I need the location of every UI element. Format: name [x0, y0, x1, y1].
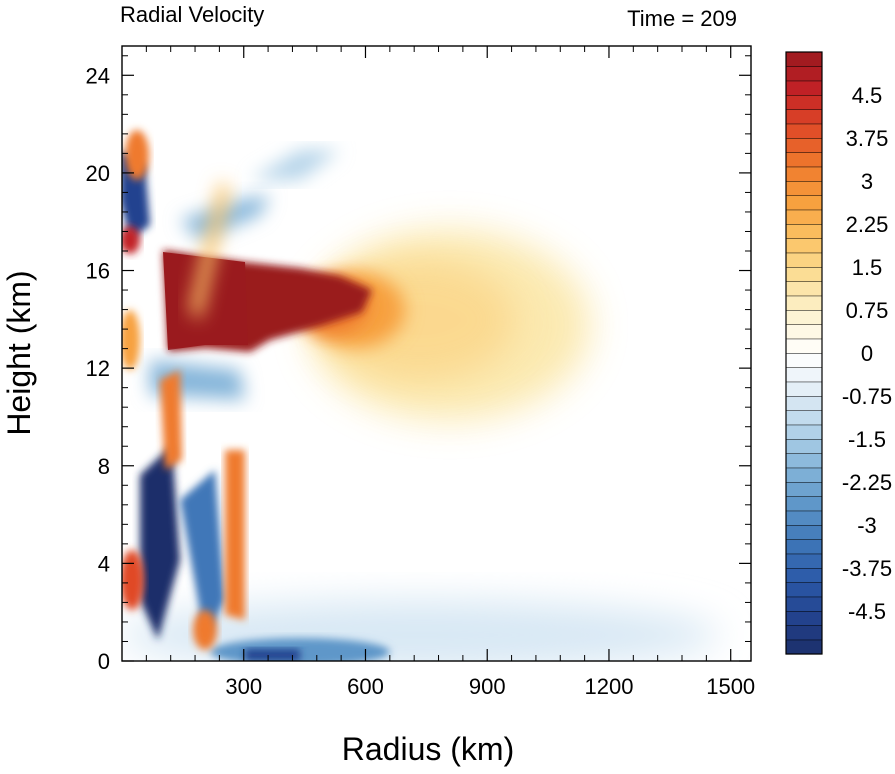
- colorbar-label: -3: [857, 513, 877, 538]
- colorbar-label: 0.75: [846, 298, 889, 323]
- lower-inflow-layer: [122, 600, 720, 661]
- colorbar-swatch: [785, 223, 823, 239]
- colorbar-swatch: [785, 496, 823, 512]
- colorbar-label: 2.25: [846, 212, 889, 237]
- y-tick-label: 4: [98, 551, 110, 576]
- colorbar-swatch: [785, 180, 823, 196]
- colorbar-swatch: [785, 582, 823, 598]
- colorbar-swatch: [785, 367, 823, 383]
- colorbar-swatch: [785, 553, 823, 569]
- strong-inflow-surface: [245, 649, 300, 661]
- colorbar-swatch: [785, 209, 823, 225]
- colorbar-swatch: [785, 281, 823, 297]
- x-tick-label: 900: [469, 674, 506, 699]
- inflow-band: [180, 470, 225, 640]
- y-tick-label: 16: [86, 259, 110, 284]
- inflow-band: [180, 195, 270, 240]
- colorbar-swatch: [785, 424, 823, 440]
- colorbar-swatch: [785, 309, 823, 325]
- outflow-band: [160, 370, 182, 470]
- colorbar-swatch: [785, 625, 823, 641]
- colorbar-swatch: [785, 453, 823, 469]
- colorbar-label: -4.5: [848, 599, 886, 624]
- colorbar-swatch: [785, 295, 823, 311]
- colorbar-swatch: [785, 152, 823, 168]
- colorbar-swatch: [785, 66, 823, 82]
- plot-border: [121, 45, 752, 662]
- outflow-band: [125, 130, 149, 180]
- colorbar: [785, 51, 823, 655]
- outflow-band: [122, 226, 140, 254]
- colorbar-swatch: [785, 51, 823, 67]
- outflow-band: [225, 450, 245, 620]
- colorbar-swatch: [785, 524, 823, 540]
- colorbar-swatch: [785, 410, 823, 426]
- x-tick-label: 600: [347, 674, 384, 699]
- y-axis-label: Height (km): [1, 270, 37, 435]
- outflow-band: [193, 610, 217, 650]
- outflow-band: [122, 310, 140, 370]
- heatmap-field: [122, 130, 720, 661]
- colorbar-swatch: [785, 510, 823, 526]
- colorbar-swatch: [785, 252, 823, 268]
- outflow-band: [122, 550, 144, 610]
- colorbar-label: 3.75: [846, 126, 889, 151]
- upper-outflow-layer: [163, 230, 590, 420]
- colorbar-swatch: [785, 109, 823, 125]
- colorbar-label: -1.5: [848, 427, 886, 452]
- y-tick-label: 20: [86, 161, 110, 186]
- y-tick-label: 24: [86, 63, 110, 88]
- colorbar-swatch: [785, 539, 823, 555]
- colorbar-label: 0: [861, 341, 873, 366]
- colorbar-swatch: [785, 467, 823, 483]
- colorbar-border: [785, 51, 823, 655]
- chart-title-left: Radial Velocity: [120, 2, 264, 27]
- colorbar-label: 1.5: [852, 255, 883, 280]
- axis-ticks: [122, 46, 751, 662]
- colorbar-swatch: [785, 266, 823, 282]
- x-tick-label: 300: [225, 674, 262, 699]
- x-tick-label: 1500: [706, 674, 755, 699]
- colorbar-swatch: [785, 80, 823, 96]
- colorbar-swatch: [785, 352, 823, 368]
- colorbar-swatch: [785, 438, 823, 454]
- colorbar-labels: 4.5 3.75 3 2.25 1.5 0.75 0 -0.75 -1.5 -2.25 -3 -3.7…: [842, 83, 892, 624]
- y-tick-label: 0: [98, 649, 110, 674]
- x-axis-label: Radius (km): [342, 731, 514, 767]
- colorbar-swatch: [785, 123, 823, 139]
- colorbar-label: -0.75: [842, 384, 892, 409]
- y-tick-label: 12: [86, 356, 110, 381]
- colorbar-swatch: [785, 639, 823, 655]
- strong-outflow-core: [163, 252, 248, 350]
- colorbar-swatch: [785, 195, 823, 211]
- chart-title-right: Time = 209: [627, 6, 737, 31]
- colorbar-swatch: [785, 395, 823, 411]
- outflow-band: [190, 180, 230, 320]
- colorbar-swatch: [785, 610, 823, 626]
- axis-tick-labels: 300 600 900 1200 1500 0 4 8 12 16 20 24: [86, 63, 756, 699]
- colorbar-label: 3: [861, 169, 873, 194]
- x-tick-label: 1200: [584, 674, 633, 699]
- inflow-band: [140, 445, 180, 640]
- colorbar-swatch: [785, 324, 823, 340]
- colorbar-label: -3.75: [842, 556, 892, 581]
- eyewall-bands: [122, 130, 340, 650]
- colorbar-label: -2.25: [842, 470, 892, 495]
- colorbar-swatch: [785, 137, 823, 153]
- colorbar-swatch: [785, 338, 823, 354]
- y-tick-label: 8: [98, 454, 110, 479]
- colorbar-swatch: [785, 94, 823, 110]
- inflow-band: [250, 150, 340, 180]
- colorbar-swatch: [785, 381, 823, 397]
- colorbar-swatch: [785, 481, 823, 497]
- colorbar-label: 4.5: [852, 83, 883, 108]
- plot-frame: 300 600 900 1200 1500 0 4 8 12 16 20 24: [86, 45, 756, 699]
- colorbar-swatch: [785, 238, 823, 254]
- colorbar-swatch: [785, 567, 823, 583]
- colorbar-swatch: [785, 596, 823, 612]
- colorbar-swatch: [785, 166, 823, 182]
